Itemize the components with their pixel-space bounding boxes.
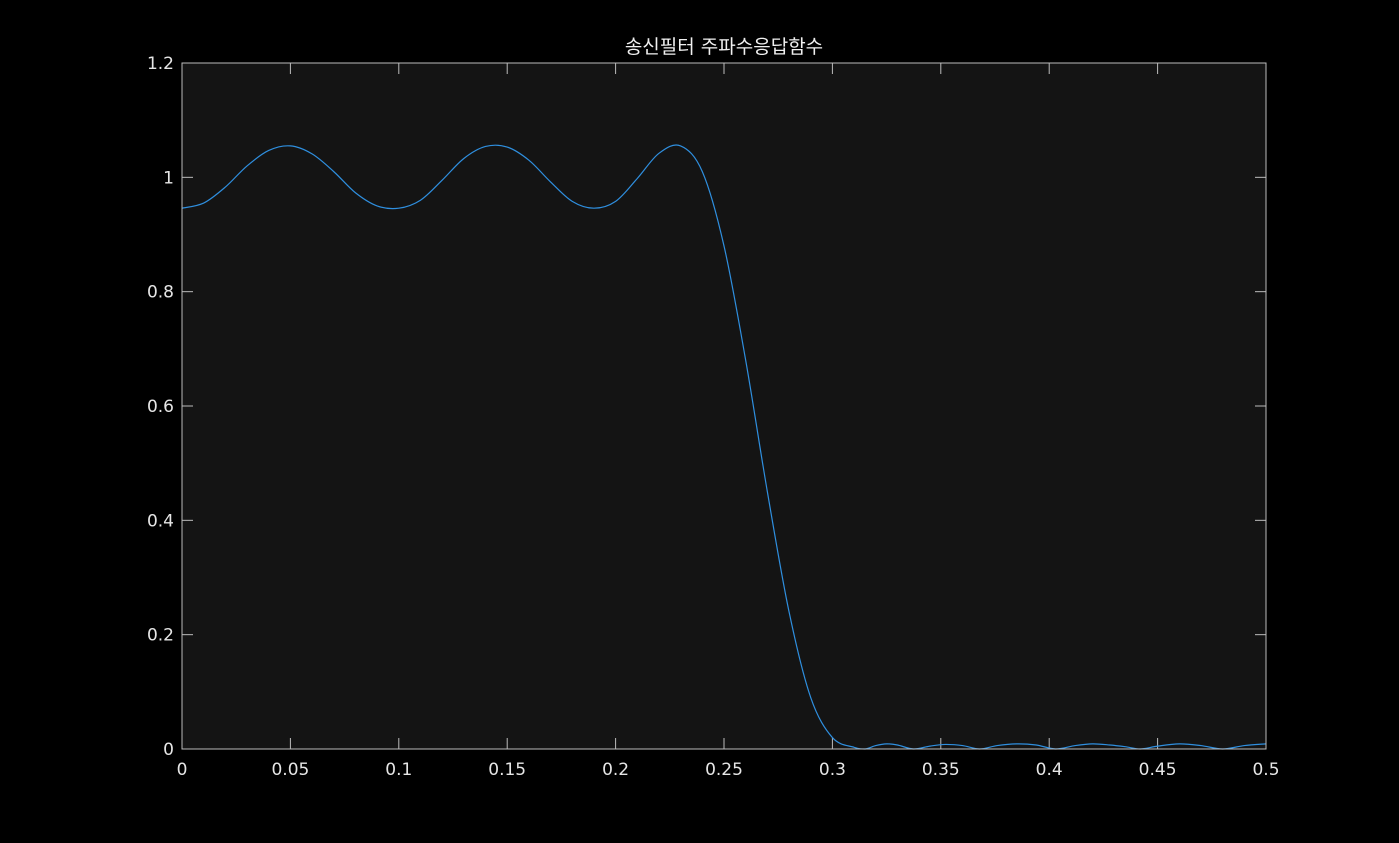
y-tick-label: 1 bbox=[163, 168, 174, 188]
x-tick-label: 0.45 bbox=[1139, 760, 1177, 780]
series-line bbox=[181, 144, 1267, 750]
x-tick-label: 0.4 bbox=[1036, 760, 1063, 780]
axes-background bbox=[182, 63, 1266, 749]
y-tick-label: 0.6 bbox=[147, 397, 174, 417]
x-tick-label: 0.15 bbox=[488, 760, 526, 780]
y-tick-label: 0.4 bbox=[147, 511, 174, 531]
axes-frame bbox=[181, 62, 1267, 750]
x-tick-label: 0.05 bbox=[271, 760, 309, 780]
x-tick-label: 0.25 bbox=[705, 760, 743, 780]
x-tick-label: 0 bbox=[177, 760, 188, 780]
x-tick-label: 0.5 bbox=[1252, 760, 1279, 780]
x-tick-label: 0.3 bbox=[819, 760, 846, 780]
chart-title: 송신필터 주파수응답함수 bbox=[625, 36, 823, 58]
y-tick-label: 0 bbox=[163, 740, 174, 760]
y-tick-label: 1.2 bbox=[147, 54, 174, 74]
y-tick-label: 0.8 bbox=[147, 283, 174, 303]
y-tick-label: 0.2 bbox=[147, 626, 174, 646]
x-tick-label: 0.35 bbox=[922, 760, 960, 780]
x-tick-label: 0.2 bbox=[602, 760, 629, 780]
tick-labels: 0 0.05 0.1 0.15 0.2 0.25 0.3 0.35 0.4 0.45 0.5 0 0.2… bbox=[147, 54, 1280, 780]
x-tick-label: 0.1 bbox=[385, 760, 412, 780]
